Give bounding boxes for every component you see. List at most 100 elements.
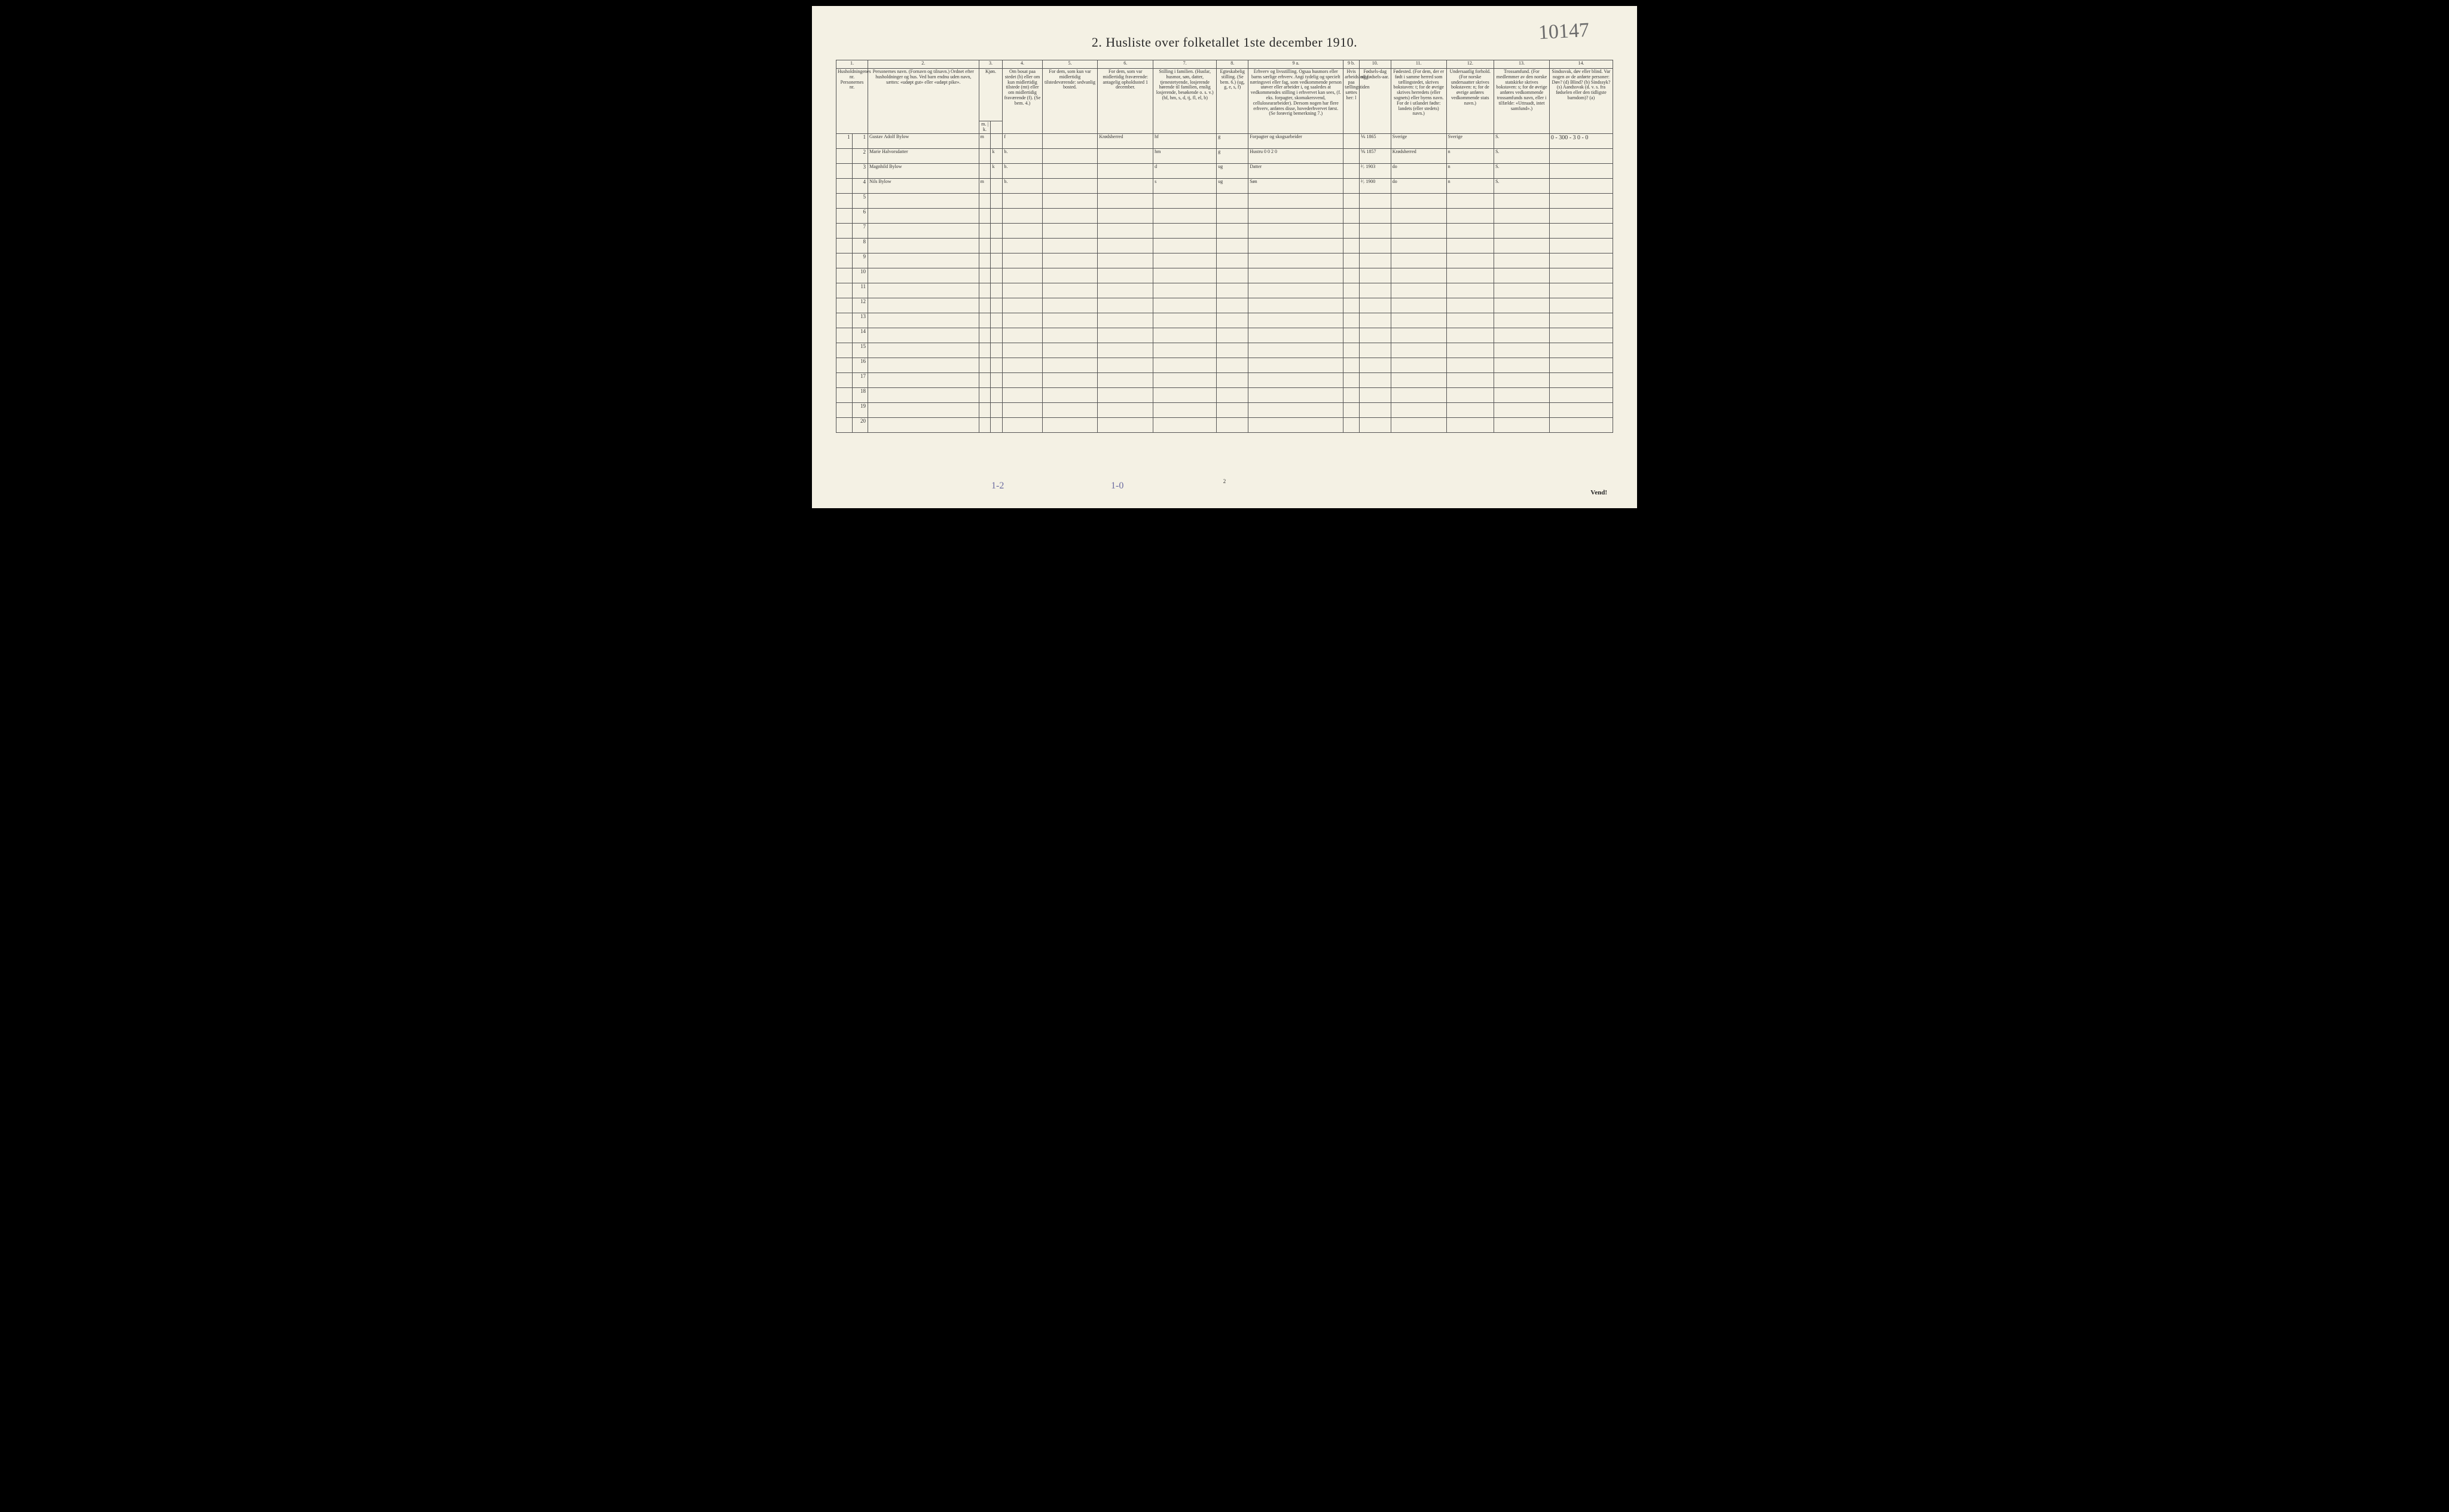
cell-erhv: Hustru 0 0 2 0	[1248, 148, 1343, 163]
cell-empty	[1098, 343, 1153, 358]
cell-empty	[1391, 387, 1446, 402]
cell-empty	[868, 343, 979, 358]
cell-empty	[1446, 358, 1494, 372]
cell-empty	[1042, 372, 1098, 387]
cell-empty	[1003, 387, 1042, 402]
cell-k: k	[991, 148, 1003, 163]
cell-empty	[1217, 343, 1248, 358]
colnum-5: 5.	[1042, 60, 1098, 69]
cell-empty	[1003, 372, 1042, 387]
cell-empty	[1359, 253, 1391, 268]
table-row: 6	[836, 208, 1613, 223]
cell-empty	[1549, 417, 1613, 432]
table-row: 7	[836, 223, 1613, 238]
cell-empty	[1343, 283, 1360, 298]
cell-empty	[1343, 253, 1360, 268]
cell-empty	[836, 253, 853, 268]
cell-m	[979, 148, 991, 163]
cell-empty	[1153, 253, 1217, 268]
hdr-14: Sindssvak, døv eller blind. Var nogen av…	[1549, 69, 1613, 134]
colnum-12: 12.	[1446, 60, 1494, 69]
cell-empty	[1494, 208, 1550, 223]
cell-empty	[1003, 343, 1042, 358]
cell-empty	[1098, 358, 1153, 372]
cell-empty	[1003, 313, 1042, 328]
cell-empty	[1153, 208, 1217, 223]
cell-empty	[991, 253, 1003, 268]
cell-empty	[1217, 268, 1248, 283]
cell-empty	[1359, 268, 1391, 283]
cell-empty	[836, 223, 853, 238]
cell-und: n	[1446, 148, 1494, 163]
table-row: 9	[836, 253, 1613, 268]
colnum-3: 3.	[979, 60, 1003, 69]
cell-egt: ug	[1217, 163, 1248, 178]
cell-empty	[1391, 208, 1446, 223]
cell-empty	[868, 313, 979, 328]
cell-empty	[1549, 268, 1613, 283]
cell-empty	[1153, 313, 1217, 328]
cell-empty	[1003, 283, 1042, 298]
cell-k: k	[991, 163, 1003, 178]
cell-empty	[1549, 283, 1613, 298]
cell-hh: 1	[836, 133, 853, 148]
cell-empty	[1359, 193, 1391, 208]
cell-empty	[1343, 208, 1360, 223]
cell-egt: g	[1217, 133, 1248, 148]
cell-egt: g	[1217, 148, 1248, 163]
cell-empty	[868, 358, 979, 372]
cell-empty	[1359, 223, 1391, 238]
cell-empty	[836, 238, 853, 253]
cell-empty	[991, 343, 1003, 358]
cell-empty	[1343, 268, 1360, 283]
cell-empty	[1446, 402, 1494, 417]
cell-empty	[1217, 313, 1248, 328]
cell-empty	[1343, 372, 1360, 387]
cell-empty	[979, 223, 991, 238]
cell-empty	[836, 417, 853, 432]
cell-fd: ⅚ 1857	[1359, 148, 1391, 163]
page-title: 2. Husliste over folketallet 1ste decemb…	[812, 35, 1637, 50]
cell-pn: 2	[852, 148, 868, 163]
cell-al	[1343, 148, 1360, 163]
cell-empty	[1217, 208, 1248, 223]
cell-empty	[1359, 208, 1391, 223]
cell-empty	[1248, 372, 1343, 387]
cell-hh	[836, 178, 853, 193]
cell-empty	[991, 268, 1003, 283]
cell-empty	[1248, 343, 1343, 358]
cell-empty	[868, 253, 979, 268]
table-row: 11	[836, 283, 1613, 298]
cell-empty	[1494, 193, 1550, 208]
cell-empty	[1098, 372, 1153, 387]
cell-empty	[1217, 298, 1248, 313]
cell-empty	[1359, 387, 1391, 402]
hdr-11: Fødested. (For dem, der er født i samme …	[1391, 69, 1446, 134]
cell-al	[1343, 133, 1360, 148]
cell-empty	[1248, 223, 1343, 238]
table-row: 20	[836, 417, 1613, 432]
colnum-10: 10.	[1359, 60, 1391, 69]
cell-empty	[1343, 313, 1360, 328]
cell-sed	[1042, 133, 1098, 148]
cell-empty	[979, 313, 991, 328]
cell-pn: 1	[852, 133, 868, 148]
cell-name: Nils Bylow	[868, 178, 979, 193]
cell-empty	[1217, 372, 1248, 387]
cell-empty	[868, 402, 979, 417]
cell-hh	[836, 148, 853, 163]
cell-empty	[868, 372, 979, 387]
table-row: 13	[836, 313, 1613, 328]
table-body: 11Gustav Adolf BylowmfKrødsherredhfgForp…	[836, 133, 1613, 432]
cell-empty: 7	[852, 223, 868, 238]
cell-sind	[1549, 148, 1613, 163]
cell-und: Sverige	[1446, 133, 1494, 148]
cell-empty	[1098, 208, 1153, 223]
cell-empty	[979, 238, 991, 253]
cell-empty	[1248, 268, 1343, 283]
cell-empty: 16	[852, 358, 868, 372]
cell-empty	[991, 402, 1003, 417]
cell-empty	[1391, 238, 1446, 253]
cell-empty	[1391, 358, 1446, 372]
cell-empty	[1343, 343, 1360, 358]
